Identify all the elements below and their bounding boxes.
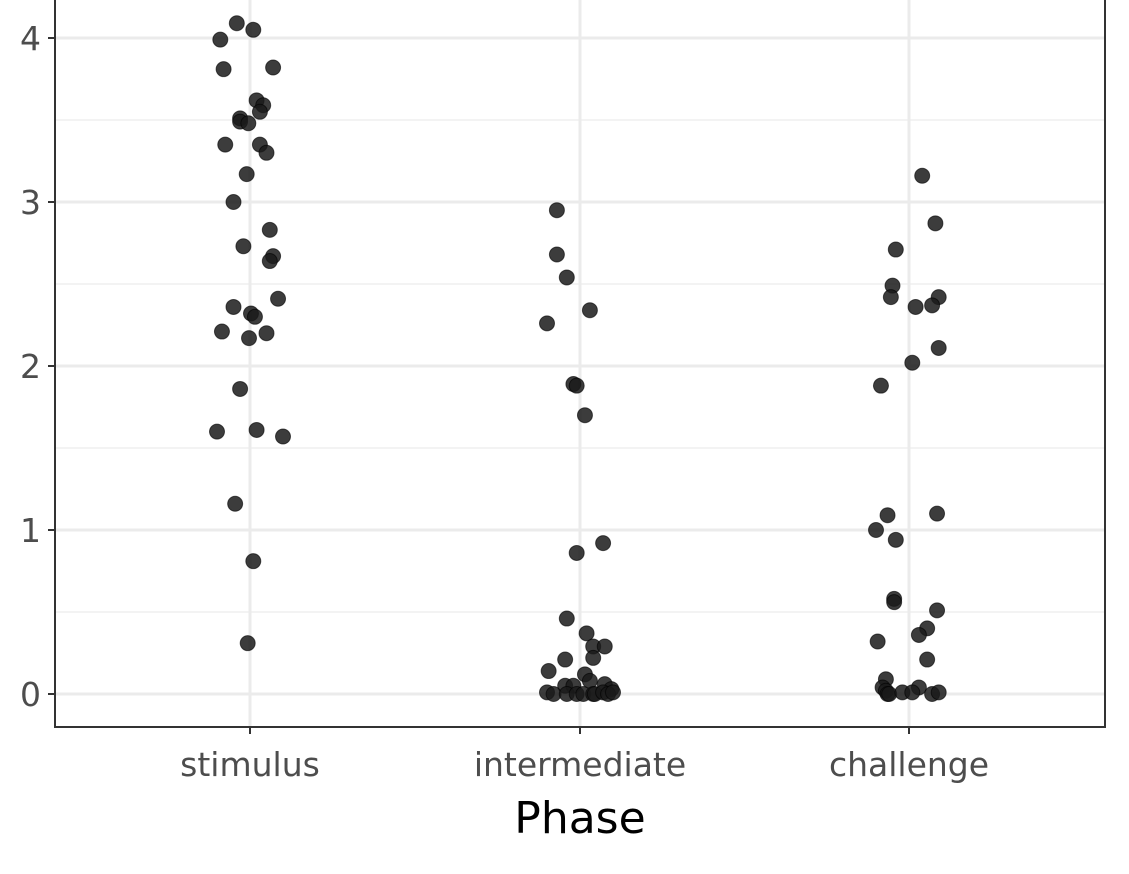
data-point: [929, 505, 946, 522]
data-points: [209, 15, 947, 702]
data-point: [595, 535, 612, 552]
data-point: [568, 377, 585, 394]
x-tick-label: intermediate: [474, 745, 686, 784]
data-point: [882, 289, 899, 306]
y-tick-label: 2: [20, 347, 41, 386]
x-axis-title: Phase: [514, 793, 645, 844]
data-point: [887, 531, 904, 548]
data-point: [540, 663, 557, 680]
data-point: [258, 325, 275, 342]
data-point: [248, 421, 265, 438]
data-point: [568, 544, 585, 561]
x-tick-label: stimulus: [180, 745, 320, 784]
y-axis: 0 1 2 3 4: [20, 19, 55, 714]
data-point: [225, 298, 242, 315]
data-point: [209, 423, 225, 440]
data-point: [927, 215, 944, 232]
data-point: [270, 290, 287, 307]
data-point: [581, 302, 598, 319]
data-point: [558, 610, 575, 627]
data-point: [887, 241, 904, 258]
data-point: [576, 407, 593, 424]
data-point: [261, 221, 278, 238]
data-point: [225, 194, 242, 210]
y-tick-label: 0: [20, 675, 41, 714]
data-point: [265, 59, 282, 76]
data-point: [245, 553, 262, 570]
data-point: [881, 686, 898, 702]
data-point: [217, 136, 234, 153]
data-point: [930, 339, 947, 356]
data-point: [872, 377, 889, 394]
data-point: [213, 323, 230, 340]
data-point: [251, 103, 268, 120]
data-point: [879, 507, 896, 524]
data-point: [238, 166, 255, 183]
y-tick-label: 1: [20, 511, 41, 550]
data-point: [275, 428, 291, 445]
data-point: [232, 380, 249, 397]
data-point: [241, 330, 258, 347]
data-point: [261, 253, 278, 270]
data-point: [548, 202, 565, 219]
data-point: [557, 651, 574, 668]
y-tick-label: 3: [20, 183, 41, 222]
data-point: [924, 297, 941, 314]
data-point: [539, 315, 555, 332]
data-point: [907, 298, 924, 315]
data-point: [605, 684, 621, 701]
data-point: [868, 522, 884, 538]
data-point: [258, 144, 275, 161]
data-point: [548, 246, 565, 263]
data-point: [240, 115, 257, 132]
data-point: [212, 31, 229, 48]
data-point: [246, 308, 263, 325]
data-point: [215, 61, 232, 78]
data-point: [910, 626, 927, 643]
x-tick-label: challenge: [829, 745, 989, 784]
data-point: [245, 21, 262, 38]
data-point: [228, 15, 245, 32]
data-point: [919, 651, 936, 668]
data-point: [930, 684, 947, 701]
data-point: [904, 354, 921, 371]
data-point: [235, 238, 252, 255]
data-point: [596, 638, 613, 655]
data-point: [239, 635, 256, 652]
data-point: [578, 625, 595, 642]
x-axis: stimulus intermediate challenge: [180, 727, 989, 784]
data-point: [227, 495, 244, 512]
data-point: [929, 602, 946, 619]
data-point: [869, 633, 886, 650]
y-tick-label: 4: [20, 19, 41, 58]
data-point: [558, 269, 575, 286]
data-point: [585, 649, 602, 666]
data-point: [914, 167, 931, 184]
data-point: [886, 594, 903, 611]
data-point: [904, 684, 921, 701]
